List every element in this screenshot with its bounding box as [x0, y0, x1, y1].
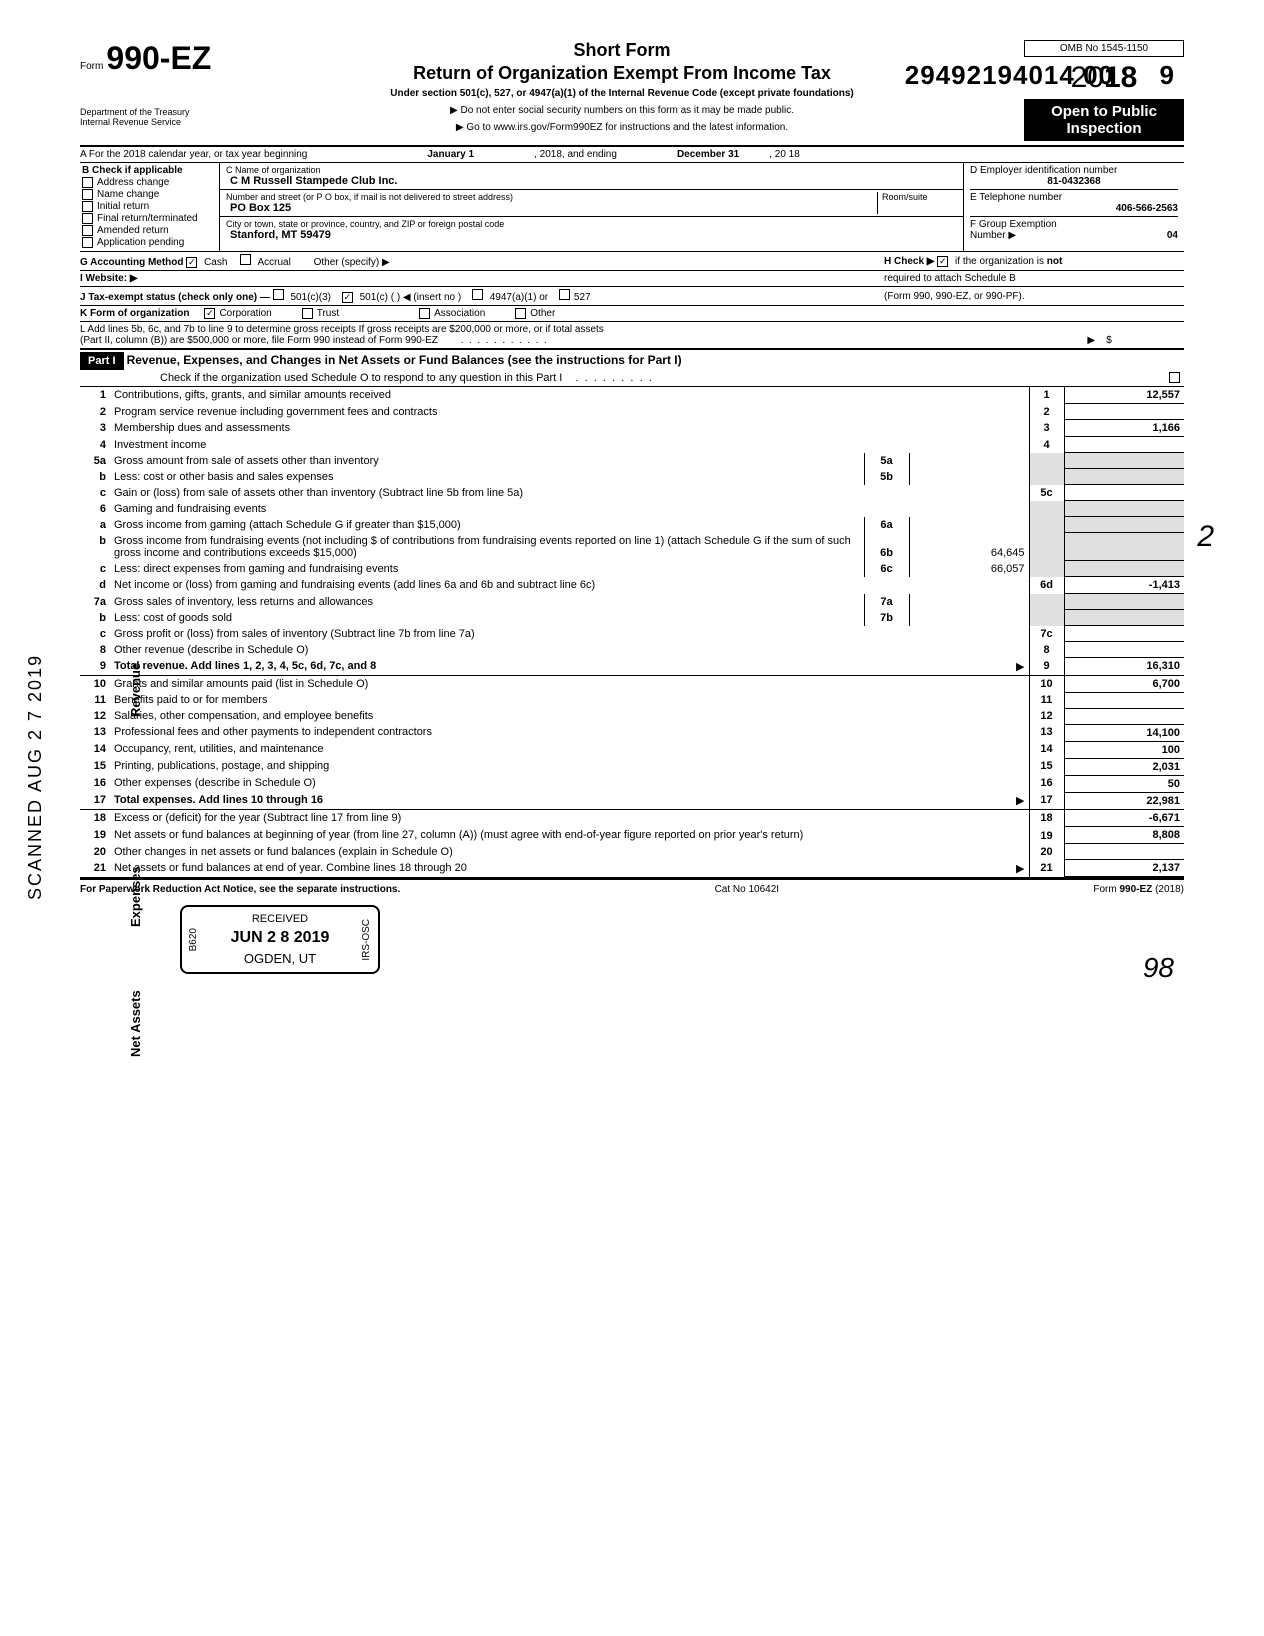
line-l: L Add lines 5b, 6c, and 7b to line 9 to … [80, 322, 1184, 349]
val-9: 16,310 [1064, 658, 1184, 676]
column-c-org: C Name of organization C M Russell Stamp… [220, 163, 964, 251]
check-501c3[interactable] [273, 289, 284, 300]
form-ref: Form 990-EZ (2018) [1093, 884, 1184, 895]
check-4947[interactable] [472, 289, 483, 300]
telephone: 406-566-2563 [970, 203, 1178, 214]
line-g-h: G Accounting Method ✓ Cash Accrual Other… [80, 252, 1184, 271]
val-3: 1,166 [1064, 420, 1184, 437]
part1-table: 1Contributions, gifts, grants, and simil… [80, 387, 1184, 877]
check-other-org[interactable] [515, 308, 526, 319]
open-public-badge: Open to Public Inspection [1024, 99, 1184, 141]
label-netassets: Net Assets [128, 990, 143, 1057]
val-16: 50 [1064, 775, 1184, 792]
val-17: 22,981 [1064, 792, 1184, 810]
dept-line1: Department of the Treasury [80, 107, 220, 117]
label-expenses: Expenses [128, 866, 143, 927]
form-prefix: Form [80, 61, 103, 72]
label-revenue: Revenue [128, 663, 143, 717]
group-exemption: 04 [1167, 230, 1178, 241]
val-12 [1064, 708, 1184, 724]
check-final-return[interactable] [82, 213, 93, 224]
check-initial-return[interactable] [82, 201, 93, 212]
val-1: 12,557 [1064, 387, 1184, 404]
val-6b: 64,645 [909, 533, 1029, 561]
val-18: -6,671 [1064, 810, 1184, 827]
val-7c [1064, 626, 1184, 642]
row-a-tax-year: A For the 2018 calendar year, or tax yea… [80, 147, 1184, 163]
check-trust[interactable] [302, 308, 313, 319]
check-accrual[interactable] [240, 254, 251, 265]
line-j: J Tax-exempt status (check only one) — 5… [80, 287, 1184, 306]
page-number: 98 [1143, 952, 1174, 984]
val-15: 2,031 [1064, 758, 1184, 775]
stamp-number: 29492194014 00 [905, 60, 1114, 91]
main-title: Return of Organization Exempt From Incom… [230, 63, 1014, 84]
val-21: 2,137 [1064, 860, 1184, 877]
line-k: K Form of organization ✓ Corporation Tru… [80, 306, 1184, 322]
val-5c [1064, 485, 1184, 501]
check-schedule-o[interactable] [1169, 372, 1180, 383]
check-h[interactable]: ✓ [937, 256, 948, 267]
instruction-2: ▶ Go to www.irs.gov/Form990EZ for instru… [230, 122, 1014, 133]
subtitle: Under section 501(c), 527, or 4947(a)(1)… [230, 88, 1014, 99]
check-address-change[interactable] [82, 177, 93, 188]
handwritten-2: 2 [1197, 520, 1214, 554]
instruction-1: ▶ Do not enter social security numbers o… [230, 105, 1014, 116]
org-name: C M Russell Stampede Club Inc. [226, 175, 957, 187]
val-14: 100 [1064, 741, 1184, 758]
val-8 [1064, 642, 1184, 658]
short-form-label: Short Form [230, 40, 1014, 61]
part1-header: Part I Revenue, Expenses, and Changes in… [80, 349, 1184, 387]
column-b-checks: B Check if applicable Address change Nam… [80, 163, 220, 251]
scanned-stamp: SCANNED AUG 2 7 2019 [25, 654, 46, 900]
section-bcd: B Check if applicable Address change Nam… [80, 163, 1184, 252]
val-6c: 66,057 [909, 561, 1029, 577]
val-13: 14,100 [1064, 724, 1184, 741]
check-corp[interactable]: ✓ [204, 308, 215, 319]
line-i: I Website: ▶ required to attach Schedule… [80, 271, 1184, 287]
val-4 [1064, 437, 1184, 453]
stamp-suffix: 9 [1160, 60, 1174, 91]
check-assoc[interactable] [419, 308, 430, 319]
ein: 81-0432368 [970, 176, 1178, 187]
column-def: D Employer identification number 81-0432… [964, 163, 1184, 251]
check-pending[interactable] [82, 237, 93, 248]
org-city: Stanford, MT 59479 [226, 229, 957, 241]
form-number: 990-EZ [106, 40, 211, 76]
omb-number: OMB No 1545-1150 [1024, 40, 1184, 57]
val-19: 8,808 [1064, 827, 1184, 844]
check-name-change[interactable] [82, 189, 93, 200]
form-number-block: Form 990-EZ Department of the Treasury I… [80, 40, 220, 127]
val-11 [1064, 692, 1184, 708]
check-amended[interactable] [82, 225, 93, 236]
val-10: 6,700 [1064, 675, 1184, 692]
val-6d: -1,413 [1064, 577, 1184, 594]
title-block: Short Form Return of Organization Exempt… [220, 40, 1024, 133]
dept-line2: Internal Revenue Service [80, 117, 220, 127]
check-cash[interactable]: ✓ [186, 257, 197, 268]
val-20 [1064, 844, 1184, 860]
check-527[interactable] [559, 289, 570, 300]
org-address: PO Box 125 [226, 202, 877, 214]
check-501c[interactable]: ✓ [342, 292, 353, 303]
received-stamp: B620 RECEIVED JUN 2 8 2019 OGDEN, UT IRS… [180, 905, 380, 974]
val-2 [1064, 404, 1184, 420]
footer: For Paperwork Reduction Act Notice, see … [80, 879, 1184, 895]
